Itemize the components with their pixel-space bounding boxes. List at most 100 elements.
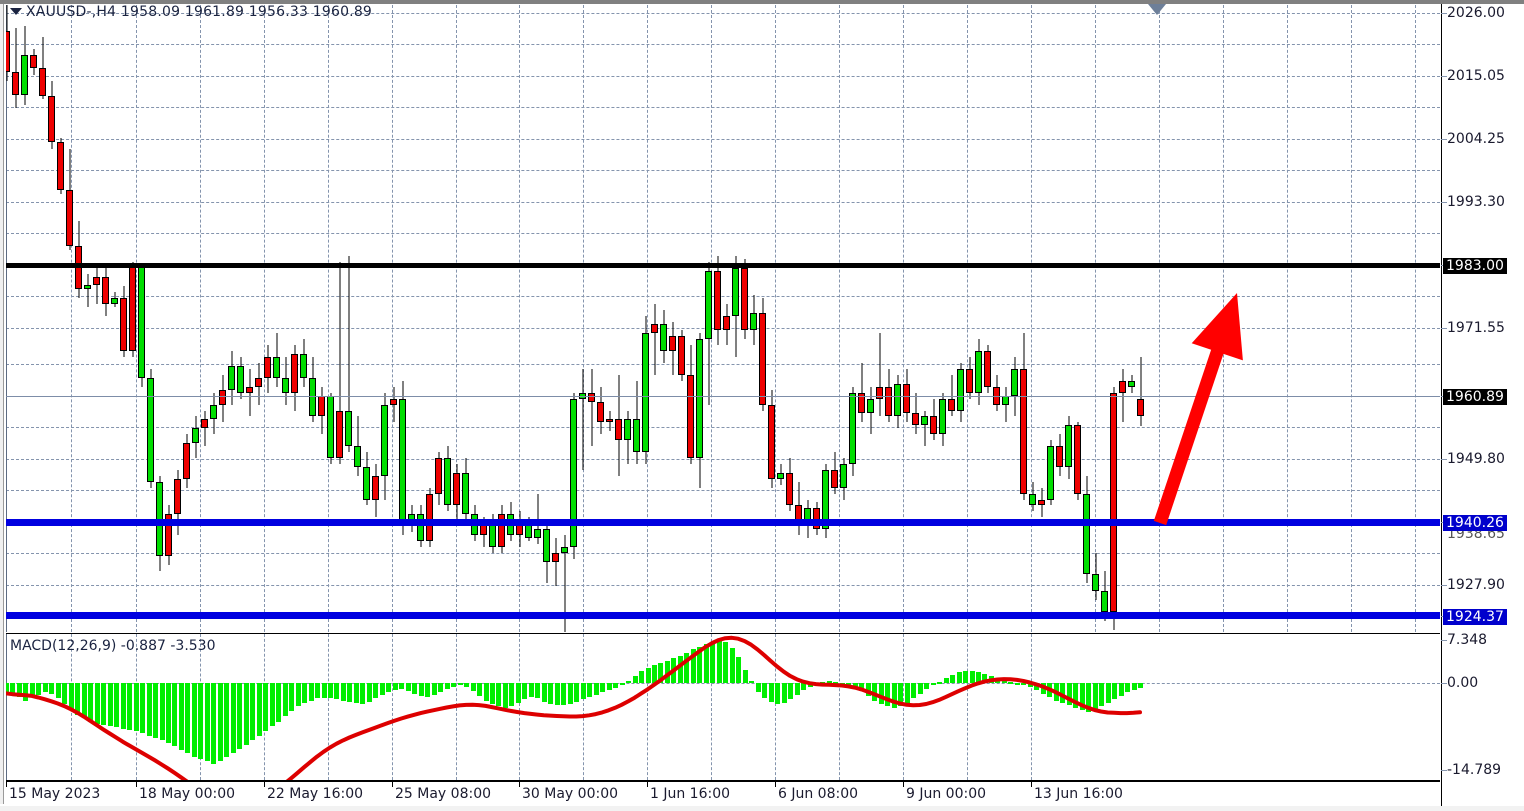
candle-body [1047,446,1054,500]
candle [453,463,460,524]
gridline-h-minor [6,170,1440,171]
candle-body [660,324,667,352]
gridline-v-minor [1095,5,1096,632]
macd-indicator-panel[interactable] [6,634,1440,780]
macd-histogram-bar [289,683,294,712]
macd-histogram-bar [1106,683,1111,703]
gridline-v-minor [583,634,584,780]
candle-body [453,472,460,506]
macd-histogram-bar [522,683,527,700]
macd-histogram-bar [646,667,651,683]
gridline-v [6,5,7,632]
macd-histogram-bar [1073,683,1078,708]
candle [660,309,667,364]
price-axis-label: 1924.37 [1443,609,1507,625]
macd-histogram-bar [341,683,346,701]
candle [426,487,433,547]
window-bottom-frame [0,806,1524,811]
macd-histogram-bar [658,663,663,683]
candle [300,339,307,387]
macd-histogram-bar [782,683,787,703]
candle-body [1092,573,1099,592]
candle-body [957,368,964,411]
macd-histogram-bar [561,683,566,706]
candle-body [498,514,505,547]
macd-histogram-bar [218,683,223,762]
candle-wick [249,368,250,417]
price-axis[interactable]: 2026.00 2015.05 2004.25 1993.30 1983.00 1971.… [1441,4,1524,806]
macd-histogram-bar [885,683,890,707]
candle [876,333,883,417]
time-axis-label: 15 May 2023 [9,786,101,802]
candle-wick [879,333,880,417]
macd-histogram-bar [866,683,871,696]
gridline-h-minor [6,427,1440,428]
candle [984,345,991,393]
candle-body [651,324,658,334]
candle-body [543,529,550,562]
candle [651,303,658,375]
macd-histogram-bar [496,683,501,707]
price-axis-label: 1949.80 [1447,451,1505,467]
gridline-v-minor [1223,5,1224,632]
price-axis-label: 1971.55 [1447,320,1505,336]
candle [1002,386,1009,423]
candle [1065,416,1072,479]
price-chart-panel[interactable] [6,5,1440,632]
candle [39,36,46,100]
macd-histogram-bar [892,683,897,708]
macd-histogram-bar [1067,683,1072,706]
candle [741,259,748,340]
level-line-1960.89[interactable] [6,396,1440,397]
macd-histogram-bar [140,683,145,734]
macd-histogram-bar [678,656,683,683]
candle [48,81,55,150]
candle-body [1002,395,1009,405]
level-line-1940.26[interactable] [6,519,1440,526]
gridline-h [6,202,1440,203]
time-axis[interactable]: 15 May 2023 18 May 00:00 22 May 16:00 25 Ma… [6,781,1440,806]
quote-text: XAUUSD-,H4 1958.09 1961.89 1956.33 1960.… [26,4,373,20]
candle-body [894,383,901,417]
candle-wick [564,535,565,632]
macd-histogram-bar [244,683,249,746]
gridline-v [519,634,520,780]
macd-histogram-bar [937,681,942,684]
level-line-1924.37[interactable] [6,612,1440,619]
gridline-h-minor [6,364,1440,365]
candle [201,410,208,447]
candle [273,333,280,387]
candle-body [147,377,154,482]
gridline-v-minor [1159,5,1160,632]
candle [615,374,622,476]
candle [858,363,865,423]
level-line-1983.00[interactable] [6,263,1440,268]
macd-histogram-bar [1002,680,1007,683]
triangle-down-icon[interactable] [10,8,22,15]
candle [561,535,568,632]
macd-histogram-bar [62,683,67,705]
candle [30,48,37,76]
gridline-v-minor [328,5,329,632]
macd-histogram-bar [328,683,333,699]
candle-body [174,478,181,515]
macd-histogram-bar [730,647,735,683]
gridline-v-minor [583,5,584,632]
macd-histogram-bar [691,649,696,683]
gridline-v-minor [839,634,840,780]
candle [723,303,730,346]
time-axis-label: 25 May 08:00 [395,786,492,802]
macd-histogram-bar [600,683,605,693]
candle [867,386,874,435]
candle [1011,357,1018,417]
candle [822,463,829,539]
candle-body [156,481,163,556]
candle-body [615,419,622,441]
macd-histogram-bar [360,683,365,705]
candle [264,345,271,393]
candle-body [129,266,136,352]
candle [1029,481,1036,512]
macd-histogram-bar [898,683,903,707]
macd-histogram-bar [1112,683,1117,700]
